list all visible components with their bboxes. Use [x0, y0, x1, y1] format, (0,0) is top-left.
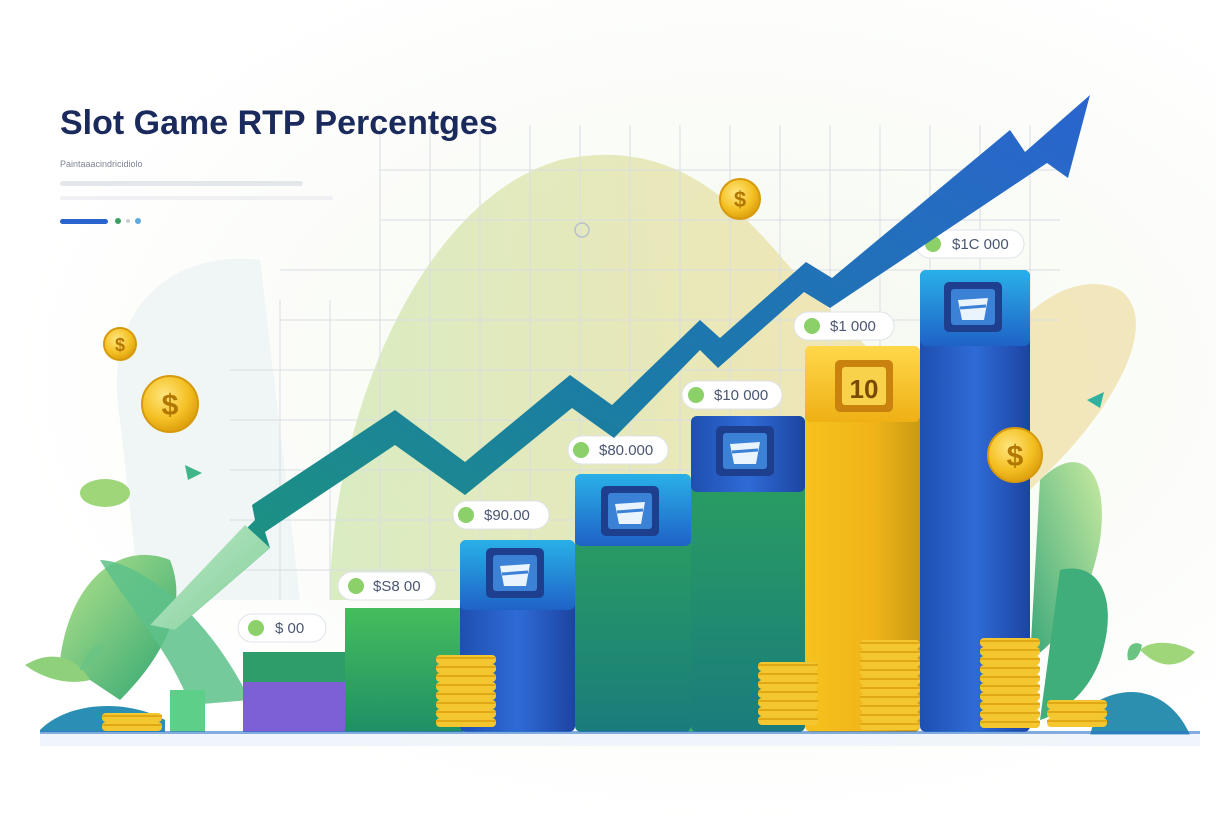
coin-stack	[102, 713, 162, 731]
value-tag-text: $1C 000	[952, 236, 1009, 253]
leaf-icon	[25, 656, 90, 682]
coin-stack	[758, 662, 818, 725]
slot-window-icon	[486, 548, 544, 598]
bar-1-top	[243, 652, 347, 682]
coin-stack	[436, 655, 496, 727]
slot-window-gold	[835, 360, 893, 412]
svg-text:$: $	[734, 187, 746, 212]
leaf-icon	[80, 643, 105, 670]
leaf-icon	[1030, 462, 1102, 660]
leaf-icon	[1127, 643, 1142, 661]
header-dot	[135, 218, 141, 224]
dollar-coin-icon: $	[987, 427, 1043, 483]
base-block	[170, 690, 205, 732]
bar-1-bottom	[243, 682, 347, 732]
value-tag-text: $10 000	[714, 387, 768, 404]
sparkle-icon	[1087, 392, 1104, 408]
value-tag-2: $S8 00	[337, 571, 437, 601]
sparkle-icon	[185, 465, 202, 480]
grid-node	[574, 222, 590, 238]
bar-badge-value: 10	[850, 374, 879, 404]
leaf-icon	[80, 479, 130, 507]
value-tag-text: $ 00	[275, 620, 304, 637]
coin-stack	[980, 638, 1040, 728]
leaf-icon	[1090, 692, 1190, 735]
value-tag-1: $ 00	[237, 613, 327, 643]
coin-stack	[1047, 700, 1107, 727]
leaf-icon	[100, 560, 250, 705]
bar-7	[920, 270, 1030, 732]
page-title: Slot Game RTP Percentges	[60, 104, 498, 142]
background-glow	[116, 258, 300, 600]
bar-6	[805, 346, 920, 732]
slot-window-icon	[601, 486, 659, 536]
value-tag-3: $90.00	[452, 500, 550, 530]
trend-arrow-tail	[150, 525, 270, 630]
coin-stack	[860, 640, 920, 730]
dollar-coin-icon: $	[719, 178, 761, 220]
value-tag-5: $10 000	[681, 380, 783, 410]
value-tag-4: $80.000	[567, 435, 669, 465]
value-tag-6: $1 000	[793, 311, 895, 341]
ground-shadow	[40, 734, 1200, 746]
value-tag-text: $1 000	[830, 318, 876, 335]
header-dot	[115, 218, 121, 224]
header-line	[60, 196, 333, 200]
svg-text:$: $	[115, 335, 125, 355]
page-subtitle: Paintaaacindricidiolo	[60, 159, 143, 169]
svg-text:$: $	[162, 389, 179, 422]
bar-5	[691, 416, 805, 732]
leaf-icon	[1040, 568, 1108, 720]
dollar-coin-icon: $	[141, 375, 199, 433]
dollar-coin-icon: $	[103, 327, 137, 361]
svg-text:$: $	[1007, 440, 1024, 473]
slot-window-icon	[944, 282, 1002, 332]
header-line	[60, 181, 303, 186]
header-progress	[60, 219, 108, 224]
value-tag-text: $S8 00	[373, 578, 421, 595]
ground-line	[40, 731, 1200, 734]
value-tag-text: $80.000	[599, 442, 653, 459]
leaf-icon	[1140, 642, 1195, 665]
value-tag-text: $90.00	[484, 507, 530, 524]
trend-arrow-icon	[150, 95, 1090, 630]
slot-window-icon	[716, 426, 774, 476]
header-dot	[126, 219, 130, 223]
